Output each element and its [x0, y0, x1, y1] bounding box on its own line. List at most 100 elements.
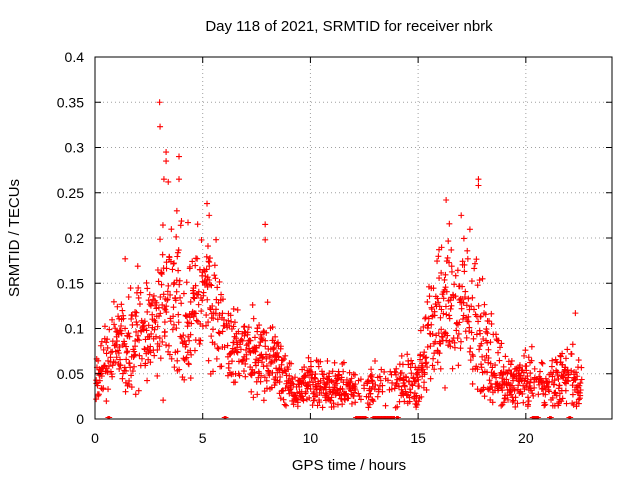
y-tick-label: 0.25 [57, 185, 84, 201]
data-point [173, 325, 180, 332]
data-point [112, 359, 119, 366]
data-point [311, 389, 318, 396]
data-point [230, 305, 237, 312]
data-point [437, 314, 444, 321]
data-point [311, 397, 317, 404]
data-point [442, 284, 449, 291]
data-point [126, 333, 133, 340]
data-point [238, 358, 245, 365]
data-point [131, 363, 138, 370]
data-point [228, 318, 235, 325]
tick-labels: 0 5 10 15 20 0 0.05 0.1 0.15 0.2 0.25 0.3 0.35 0.4 [57, 49, 534, 446]
data-point [264, 299, 271, 306]
data-point [577, 380, 584, 387]
data-point [556, 390, 563, 397]
data-point [105, 363, 112, 370]
data-point [525, 401, 531, 408]
data-point [276, 365, 283, 372]
data-point [431, 350, 438, 357]
data-point [174, 357, 181, 364]
data-point [191, 347, 198, 354]
data-point [254, 391, 261, 398]
data-point [286, 372, 293, 379]
data-point [573, 369, 580, 376]
data-point [423, 354, 430, 361]
y-axis-label: SRMTID / TECUs [6, 179, 23, 297]
data-point [160, 397, 167, 404]
data-point [478, 340, 485, 347]
data-point [493, 374, 500, 381]
data-point [163, 309, 170, 316]
data-point [187, 331, 194, 338]
data-point [142, 360, 149, 367]
data-point [163, 303, 170, 310]
data-point [382, 402, 389, 409]
data-point [475, 182, 482, 189]
data-point [251, 334, 258, 341]
data-point [454, 267, 461, 274]
data-point [206, 259, 213, 266]
data-point [204, 243, 211, 250]
data-point [464, 255, 471, 262]
data-point [145, 297, 152, 304]
data-point [243, 351, 250, 358]
data-point [442, 384, 449, 391]
data-point [467, 357, 474, 364]
data-point [523, 384, 530, 391]
data-point [207, 281, 214, 288]
data-point [440, 295, 447, 302]
data-point [435, 253, 442, 260]
data-point [495, 349, 502, 356]
data-point [132, 343, 139, 350]
data-point [424, 325, 431, 332]
data-point [376, 373, 383, 380]
data-point [454, 335, 461, 342]
data-point [154, 323, 161, 330]
data-point [164, 296, 171, 303]
data-point [196, 340, 203, 347]
data-point [175, 267, 182, 274]
data-point [101, 323, 108, 330]
data-point [170, 321, 177, 328]
data-point [132, 391, 139, 398]
data-point [331, 359, 338, 366]
data-point [537, 368, 544, 375]
data-point [164, 288, 171, 295]
data-point [414, 401, 421, 408]
data-point [125, 293, 132, 300]
data-point [480, 384, 487, 391]
data-point [132, 351, 139, 358]
data-point [549, 373, 556, 380]
data-point [107, 349, 114, 356]
data-point [577, 386, 584, 393]
y-tick-label: 0.15 [57, 275, 84, 291]
data-point [169, 326, 176, 333]
data-point [429, 362, 436, 369]
data-point [302, 379, 309, 386]
data-point [470, 353, 477, 360]
data-point [455, 362, 462, 369]
data-point [122, 255, 129, 262]
data-point [365, 404, 372, 411]
data-point [527, 376, 534, 383]
data-point [578, 364, 585, 371]
data-point [437, 340, 444, 347]
data-point [473, 331, 480, 338]
data-point [182, 355, 189, 362]
data-point [163, 259, 170, 266]
data-point [452, 272, 459, 279]
data-point [113, 338, 120, 345]
data-point [156, 343, 163, 350]
data-point [119, 307, 126, 314]
data-point [198, 308, 205, 315]
data-point [520, 399, 527, 406]
plot-frame [94, 56, 613, 420]
data-point [185, 219, 192, 226]
data-point [151, 326, 158, 333]
data-point [334, 376, 341, 383]
data-point [476, 346, 483, 353]
data-point [183, 279, 190, 286]
data-point [170, 313, 177, 320]
data-point [147, 302, 154, 309]
data-points [93, 99, 585, 411]
